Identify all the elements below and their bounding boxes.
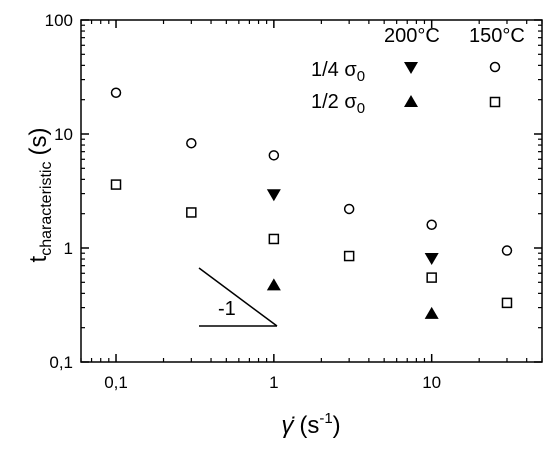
- y-axis-title: tcharacteristic(s): [25, 128, 55, 263]
- point-circle-open: [186, 137, 197, 149]
- point-circle-open: [343, 203, 355, 215]
- point-circle-open: [268, 150, 280, 161]
- x-tick-label: 0,1: [104, 373, 128, 392]
- point-square-open: [426, 272, 437, 283]
- x-tick-label: 1: [269, 373, 278, 392]
- slope-triangle: -1: [198, 267, 278, 327]
- x-tick-label: 10: [422, 373, 441, 392]
- plot-frame: [80, 19, 543, 363]
- point-square-open: [268, 233, 280, 245]
- legend-circle-marker: [489, 61, 501, 73]
- x-axis-title: γ̇ (s-1): [281, 410, 340, 439]
- point-triangle-down: [424, 253, 439, 266]
- y-tick-label: 1: [64, 239, 73, 258]
- y-tick-label: 0,1: [49, 353, 73, 372]
- legend-row-quarter-sigma: 1/4 σ0: [311, 59, 365, 85]
- legend-header-200: 200°C: [384, 25, 440, 47]
- point-triangle-down: [266, 189, 281, 202]
- point-triangle-up: [266, 278, 281, 291]
- point-square-open: [501, 297, 513, 309]
- legend-triangle-down-marker: [404, 62, 418, 74]
- legend-row-half-sigma: 1/2 σ0: [311, 91, 365, 117]
- legend-triangle-up-marker: [404, 95, 418, 107]
- point-triangle-up: [424, 306, 439, 319]
- point-square-open: [343, 250, 355, 262]
- point-circle-open: [426, 219, 437, 230]
- data-points: [110, 87, 513, 319]
- y-tick-label: 100: [45, 11, 73, 30]
- slope-label: -1: [218, 298, 236, 320]
- legend: 200°C 150°C 1/4 σ0 1/2 σ0: [311, 25, 525, 117]
- legend-header-150: 150°C: [469, 25, 525, 47]
- point-circle-open: [501, 245, 513, 256]
- y-tick-label: 10: [54, 125, 73, 144]
- axis-ticks: 0,1 1 10 0,1 1 10 100: [45, 11, 543, 392]
- point-square-open: [110, 179, 122, 190]
- point-circle-open: [110, 87, 122, 99]
- point-square-open: [186, 207, 197, 218]
- legend-square-marker: [489, 96, 501, 108]
